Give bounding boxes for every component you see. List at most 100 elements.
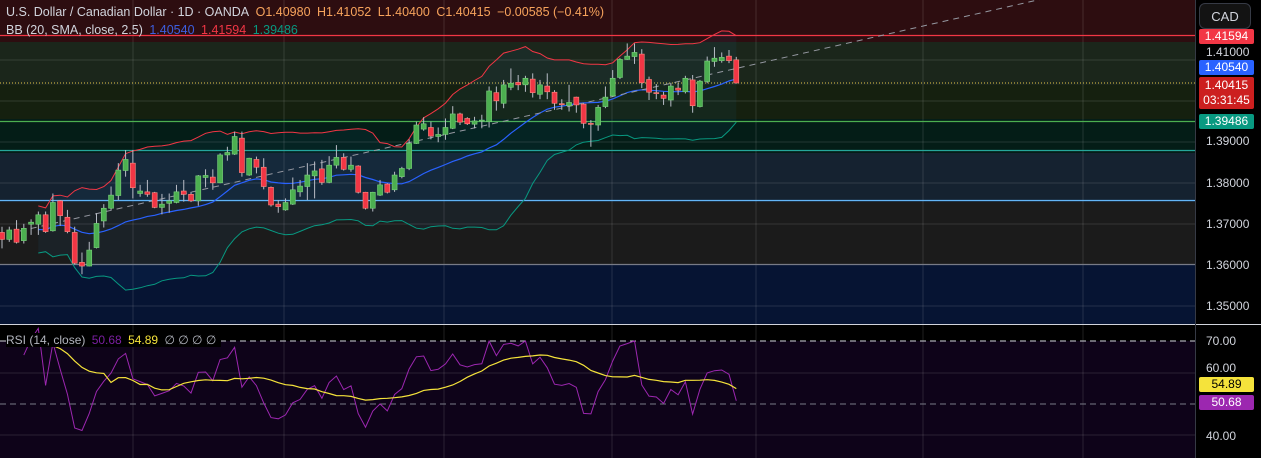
candle: [675, 83, 681, 96]
currency-button[interactable]: CAD: [1199, 3, 1251, 29]
candle: [275, 200, 282, 213]
rsi-line: [23, 327, 737, 432]
rsi-tick: 40.00: [1206, 429, 1237, 443]
candle: [289, 177, 296, 205]
candle: [340, 153, 347, 171]
candle-body: [246, 157, 252, 176]
candle-body: [159, 203, 165, 208]
bar-countdown: 03:31:45: [1203, 93, 1250, 107]
candle-body: [399, 168, 405, 177]
candle: [0, 226, 5, 249]
candle: [406, 139, 412, 171]
candle-body: [522, 77, 529, 86]
candle-body: [108, 194, 114, 209]
candle-body: [391, 174, 398, 191]
price-tick: 1.37000: [1206, 217, 1250, 231]
candle-body: [217, 154, 223, 184]
price-tick: 1.41000: [1206, 45, 1250, 59]
candle: [464, 117, 471, 126]
candle-body: [224, 152, 231, 156]
candle-body: [239, 137, 245, 173]
price-chart[interactable]: [0, 0, 1195, 458]
candle-body: [21, 228, 27, 241]
candle: [500, 79, 507, 109]
candle-body: [449, 113, 456, 129]
candle: [369, 191, 376, 212]
bb-basis-tag: 1.40540: [1199, 60, 1254, 75]
candle-body: [268, 187, 274, 206]
candle: [130, 150, 136, 199]
candle: [217, 153, 223, 184]
pane-separator[interactable]: [1196, 324, 1261, 325]
candle-body: [508, 82, 514, 88]
candle: [115, 163, 122, 201]
rsi-legend[interactable]: RSI (14, close) 50.68 54.89 ∅ ∅ ∅ ∅: [6, 333, 222, 347]
candle-body: [115, 169, 122, 196]
candle-body: [631, 52, 638, 57]
candle: [239, 131, 245, 177]
change-value: −0.00585 (−0.41%): [497, 5, 605, 19]
candle: [57, 200, 63, 226]
candle-body: [35, 214, 42, 225]
trend-line[interactable]: [19, 0, 1095, 232]
candle-body: [64, 216, 71, 232]
candle: [457, 112, 463, 126]
candle-body: [231, 136, 238, 155]
candle-body: [86, 249, 93, 267]
candle-body: [144, 191, 151, 195]
candle: [682, 75, 689, 94]
rsi-ma-tag: 54.89: [1199, 377, 1254, 392]
candle-body: [573, 96, 580, 106]
candle-body: [733, 59, 740, 84]
candle: [646, 76, 652, 100]
bb-fill: [38, 30, 737, 291]
candle-body: [668, 85, 674, 101]
candle-body: [319, 168, 325, 183]
candle-body: [57, 200, 63, 216]
bb-label: BB (20, SMA, close, 2.5): [6, 23, 143, 37]
candle: [617, 58, 623, 80]
candle: [384, 183, 391, 194]
symbol-legend[interactable]: U.S. Dollar / Canadian Dollar · 1D · OAN…: [6, 5, 607, 19]
candle-body: [6, 229, 13, 240]
price-axis[interactable]: 1.41000 1.39000 1.38000 1.37000 1.36000 …: [1195, 0, 1261, 458]
candle: [6, 226, 13, 242]
candle-body: [137, 190, 143, 194]
candle: [348, 156, 354, 172]
candle: [202, 169, 209, 188]
close-value: C1.40415: [436, 5, 491, 19]
candle: [420, 117, 427, 131]
candle: [508, 68, 514, 91]
rsi-empty-values: ∅ ∅ ∅ ∅: [164, 333, 217, 347]
background-zone: [0, 341, 1195, 458]
candle: [718, 52, 725, 63]
candle: [108, 186, 114, 210]
candle-body: [355, 165, 362, 193]
candle-body: [471, 120, 478, 125]
candle: [449, 106, 456, 130]
candle: [268, 186, 274, 207]
candle: [362, 191, 369, 210]
candle: [602, 86, 609, 109]
candle: [733, 56, 740, 84]
candle: [529, 73, 536, 98]
candle-body: [551, 91, 558, 104]
candle-body: [515, 82, 521, 86]
background-zone: [0, 324, 1195, 341]
candle: [35, 211, 42, 235]
candle: [282, 198, 289, 211]
candle: [144, 179, 151, 197]
candle: [333, 145, 340, 169]
candle-body: [435, 134, 442, 137]
candle-body: [726, 55, 732, 61]
candle: [486, 86, 492, 128]
candle-body: [566, 102, 572, 107]
candle-body: [464, 118, 471, 125]
candle: [471, 116, 478, 129]
candle-body: [486, 90, 492, 123]
candle-body: [646, 79, 652, 93]
candle-body: [122, 159, 129, 171]
candle-body: [253, 159, 260, 168]
bb-legend[interactable]: BB (20, SMA, close, 2.5) 1.40540 1.41594…: [6, 23, 301, 37]
rsi-ma-value: 54.89: [128, 333, 159, 347]
